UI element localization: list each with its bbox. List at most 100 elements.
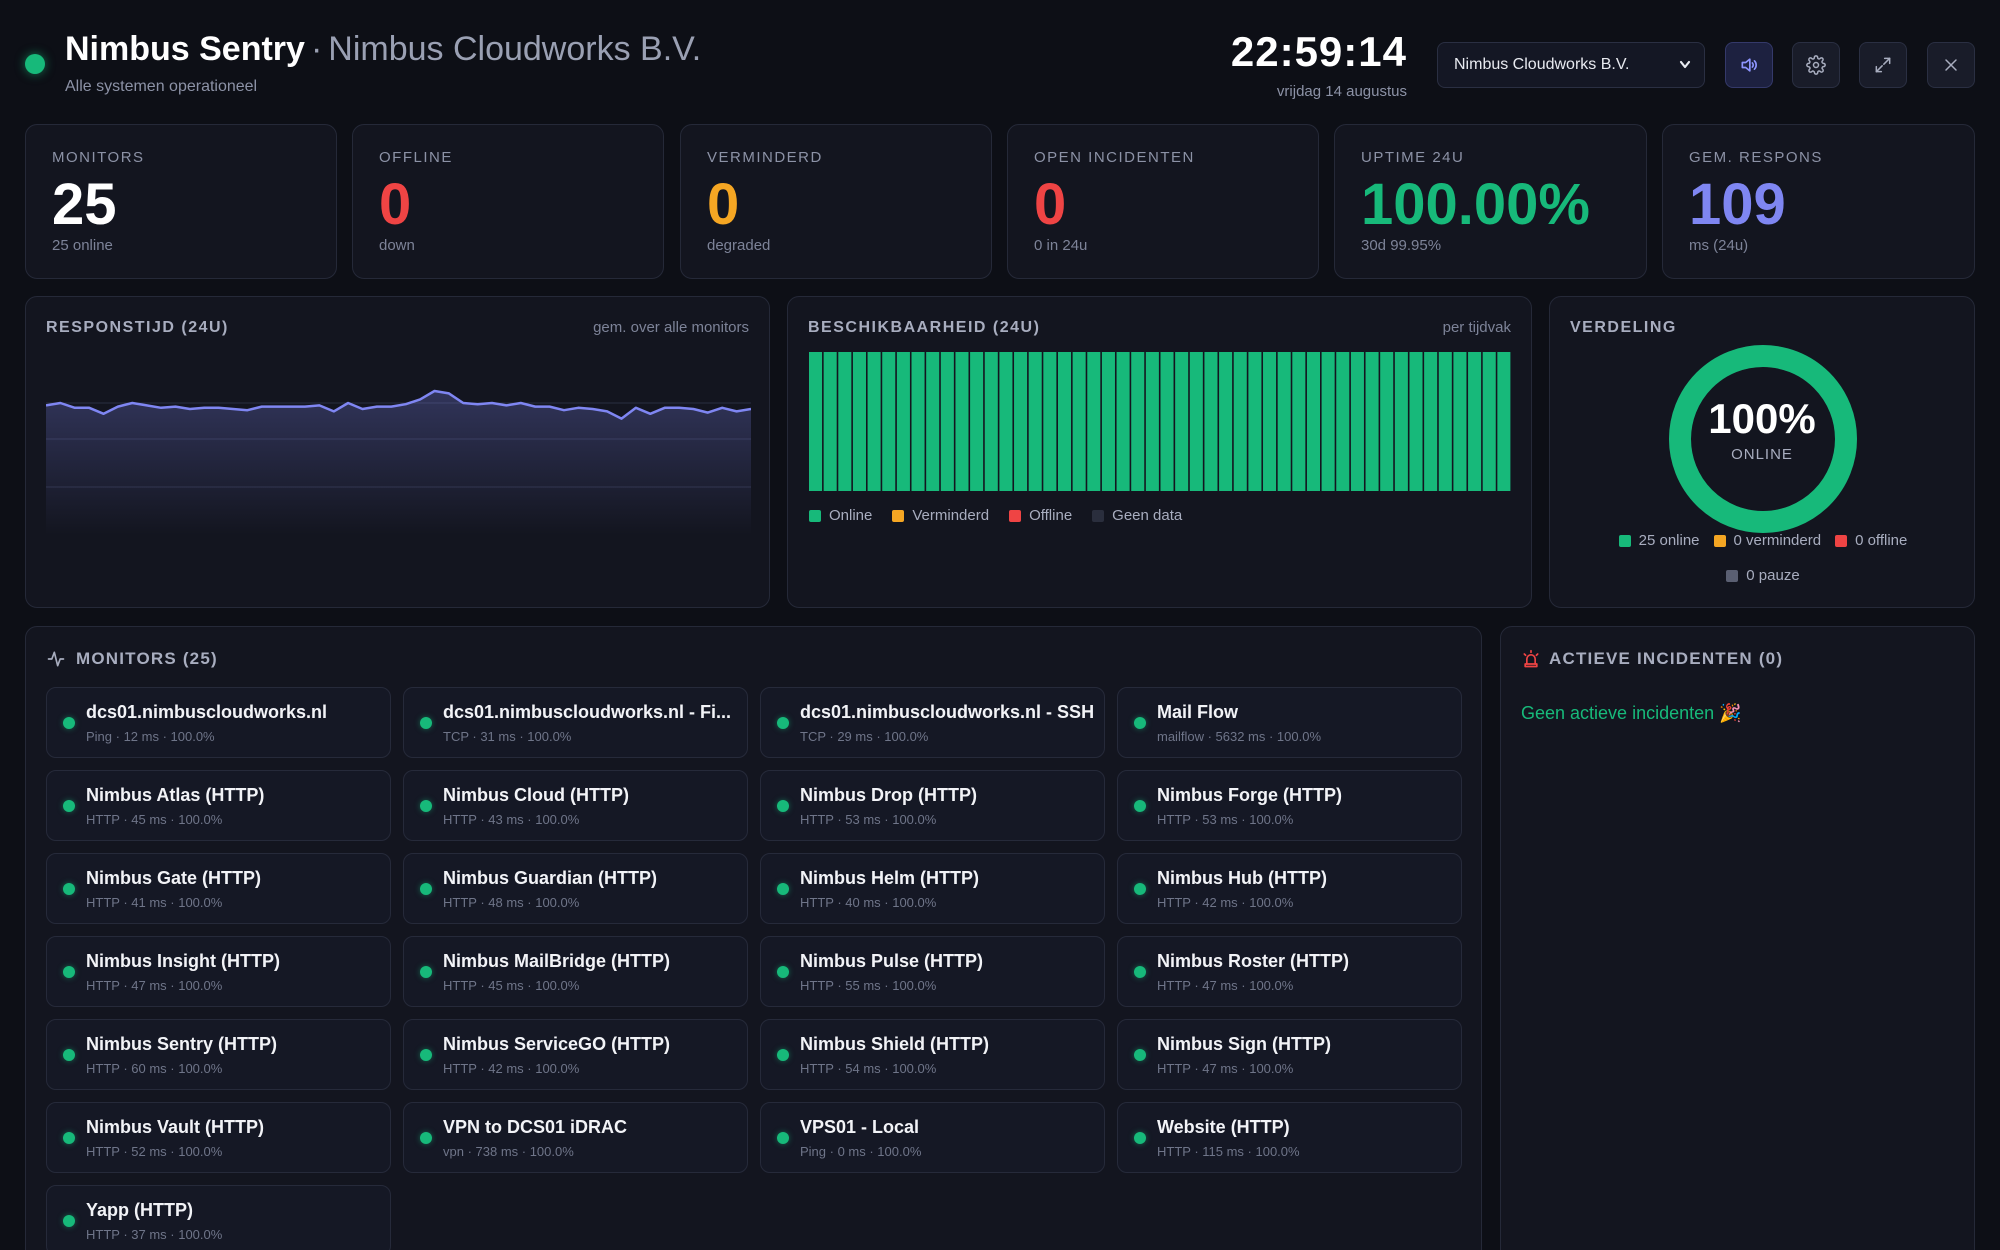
monitor-meta: HTTP · 42 ms · 100.0% bbox=[443, 1061, 580, 1076]
stat-card-open-incidents: OPEN INCIDENTEN 0 0 in 24u bbox=[1007, 124, 1319, 279]
monitor-tile[interactable]: VPN to DCS01 iDRAC vpn · 738 ms · 100.0% bbox=[403, 1102, 748, 1173]
status-dot bbox=[63, 1049, 75, 1061]
response-line bbox=[46, 389, 751, 420]
stat-value: 109 bbox=[1689, 172, 1786, 237]
availability-bar bbox=[1409, 352, 1423, 491]
availability-bar bbox=[1424, 352, 1438, 491]
monitor-tile[interactable]: Website (HTTP) HTTP · 115 ms · 100.0% bbox=[1117, 1102, 1462, 1173]
settings-button[interactable] bbox=[1792, 42, 1840, 88]
monitor-tile[interactable]: Nimbus Roster (HTTP) HTTP · 47 ms · 100.0… bbox=[1117, 936, 1462, 1007]
panel-note: gem. over alle monitors bbox=[593, 319, 749, 336]
page-title: Nimbus Sentry · Nimbus Cloudworks B.V. bbox=[65, 30, 701, 69]
monitor-meta: HTTP · 48 ms · 100.0% bbox=[443, 895, 580, 910]
stat-sub: 30d 99.95% bbox=[1361, 237, 1442, 254]
status-dot bbox=[1134, 1132, 1146, 1144]
availability-bar bbox=[1453, 352, 1467, 491]
monitor-tile[interactable]: VPS01 - Local Ping · 0 ms · 100.0% bbox=[760, 1102, 1105, 1173]
status-dot bbox=[777, 1132, 789, 1144]
stat-sub: 0 in 24u bbox=[1034, 237, 1088, 254]
fullscreen-button[interactable] bbox=[1859, 42, 1907, 88]
monitor-name: Nimbus ServiceGO (HTTP) bbox=[443, 1034, 671, 1054]
status-dot bbox=[777, 883, 789, 895]
legend-paused: 0 pauze bbox=[1726, 567, 1800, 584]
availability-bar bbox=[1468, 352, 1482, 491]
availability-bar bbox=[999, 352, 1013, 491]
stat-card-uptime: UPTIME 24U 100.00% 30d 99.95% bbox=[1334, 124, 1647, 279]
legend-online: Online bbox=[809, 507, 872, 524]
monitors-title: MONITORS (25) bbox=[76, 649, 218, 668]
stat-value: 0 bbox=[1034, 172, 1067, 237]
monitor-tile[interactable]: Nimbus Sign (HTTP) HTTP · 47 ms · 100.0% bbox=[1117, 1019, 1462, 1090]
monitor-tile[interactable]: Yapp (HTTP) HTTP · 37 ms · 100.0% bbox=[46, 1185, 391, 1250]
status-dot bbox=[420, 1049, 432, 1061]
donut-slice-online bbox=[1669, 345, 1857, 533]
monitor-tile[interactable]: Nimbus Helm (HTTP) HTTP · 40 ms · 100.0% bbox=[760, 853, 1105, 924]
stat-card-degraded: VERMINDERD 0 degraded bbox=[680, 124, 992, 279]
monitor-tile[interactable]: dcs01.nimbuscloudworks.nl Ping · 12 ms · … bbox=[46, 687, 391, 758]
org-select-value: Nimbus Cloudworks B.V. bbox=[1454, 56, 1630, 73]
status-dot bbox=[1134, 717, 1146, 729]
legend-nodata: Geen data bbox=[1092, 507, 1182, 524]
availability-bar bbox=[1263, 352, 1277, 491]
panel-title: BESCHIKBAARHEID (24U) bbox=[808, 319, 1041, 336]
monitor-meta: HTTP · 45 ms · 100.0% bbox=[443, 978, 580, 993]
monitor-name: Website (HTTP) bbox=[1157, 1117, 1290, 1137]
monitor-tile[interactable]: Nimbus Gate (HTTP) HTTP · 41 ms · 100.0% bbox=[46, 853, 391, 924]
monitor-tile[interactable]: Nimbus Hub (HTTP) HTTP · 42 ms · 100.0% bbox=[1117, 853, 1462, 924]
monitor-name: Nimbus Cloud (HTTP) bbox=[443, 785, 629, 805]
monitor-tile[interactable]: Nimbus Shield (HTTP) HTTP · 54 ms · 100.0… bbox=[760, 1019, 1105, 1090]
availability-bar bbox=[1394, 352, 1408, 491]
monitor-name: Nimbus Gate (HTTP) bbox=[86, 868, 262, 888]
monitor-meta: Ping · 0 ms · 100.0% bbox=[800, 1144, 922, 1159]
availability-bar bbox=[1233, 352, 1247, 491]
monitor-meta: mailflow · 5632 ms · 100.0% bbox=[1157, 729, 1322, 744]
availability-bar bbox=[809, 352, 823, 491]
stat-card-monitors: MONITORS 25 25 online bbox=[25, 124, 337, 279]
monitor-tile[interactable]: dcs01.nimbuscloudworks.nl - SSH TCP · 29 … bbox=[760, 687, 1105, 758]
status-dot bbox=[1134, 966, 1146, 978]
availability-bar bbox=[1043, 352, 1057, 491]
status-dot bbox=[777, 800, 789, 812]
monitor-tile[interactable]: Nimbus Atlas (HTTP) HTTP · 45 ms · 100.0% bbox=[46, 770, 391, 841]
monitor-tile[interactable]: Nimbus Insight (HTTP) HTTP · 47 ms · 100.… bbox=[46, 936, 391, 1007]
monitor-tile[interactable]: Nimbus Cloud (HTTP) HTTP · 43 ms · 100.0% bbox=[403, 770, 748, 841]
monitor-meta: HTTP · 53 ms · 100.0% bbox=[1157, 812, 1294, 827]
monitor-tile[interactable]: Nimbus MailBridge (HTTP) HTTP · 45 ms · 1… bbox=[403, 936, 748, 1007]
org-select[interactable]: Nimbus Cloudworks B.V. bbox=[1437, 42, 1705, 88]
siren-icon bbox=[1523, 649, 1539, 668]
monitor-name: dcs01.nimbuscloudworks.nl bbox=[86, 702, 328, 722]
gear-icon bbox=[1806, 55, 1826, 75]
monitor-tile[interactable]: Nimbus Forge (HTTP) HTTP · 53 ms · 100.0% bbox=[1117, 770, 1462, 841]
monitor-tile[interactable]: Mail Flow mailflow · 5632 ms · 100.0% bbox=[1117, 687, 1462, 758]
availability-chart bbox=[809, 352, 1511, 491]
monitor-name: Nimbus Pulse (HTTP) bbox=[800, 951, 984, 971]
monitor-tile[interactable]: Nimbus Sentry (HTTP) HTTP · 60 ms · 100.0… bbox=[46, 1019, 391, 1090]
sound-button[interactable] bbox=[1725, 42, 1773, 88]
distribution-panel: VERDELING 100% ONLINE 25 online 0 vermin… bbox=[1549, 296, 1975, 608]
availability-bar bbox=[1145, 352, 1159, 491]
monitor-tile[interactable]: Nimbus Drop (HTTP) HTTP · 53 ms · 100.0% bbox=[760, 770, 1105, 841]
monitor-meta: HTTP · 54 ms · 100.0% bbox=[800, 1061, 937, 1076]
response-time-panel: RESPONSTIJD (24U) gem. over alle monitor… bbox=[25, 296, 770, 608]
availability-legend: Online Verminderd Offline Geen data bbox=[809, 507, 1182, 524]
monitor-meta: HTTP · 53 ms · 100.0% bbox=[800, 812, 937, 827]
availability-bar bbox=[823, 352, 837, 491]
org-name: Nimbus Cloudworks B.V. bbox=[328, 30, 702, 68]
availability-bar bbox=[1160, 352, 1174, 491]
monitor-tile[interactable]: Nimbus Vault (HTTP) HTTP · 52 ms · 100.0% bbox=[46, 1102, 391, 1173]
monitor-tile[interactable]: Nimbus Guardian (HTTP) HTTP · 48 ms · 100… bbox=[403, 853, 748, 924]
availability-bar bbox=[1101, 352, 1115, 491]
availability-bar bbox=[1248, 352, 1262, 491]
close-button[interactable] bbox=[1927, 42, 1975, 88]
availability-bar bbox=[1277, 352, 1291, 491]
availability-bar bbox=[867, 352, 881, 491]
response-time-chart bbox=[46, 389, 751, 535]
activity-icon bbox=[47, 651, 65, 667]
status-dot bbox=[777, 717, 789, 729]
monitor-tile[interactable]: Nimbus ServiceGO (HTTP) HTTP · 42 ms · 10… bbox=[403, 1019, 748, 1090]
availability-bar bbox=[1336, 352, 1350, 491]
availability-bar bbox=[1189, 352, 1203, 491]
monitor-tile[interactable]: Nimbus Pulse (HTTP) HTTP · 55 ms · 100.0% bbox=[760, 936, 1105, 1007]
monitor-meta: HTTP · 43 ms · 100.0% bbox=[443, 812, 580, 827]
monitor-tile[interactable]: dcs01.nimbuscloudworks.nl - Fi... TCP · 3… bbox=[403, 687, 748, 758]
